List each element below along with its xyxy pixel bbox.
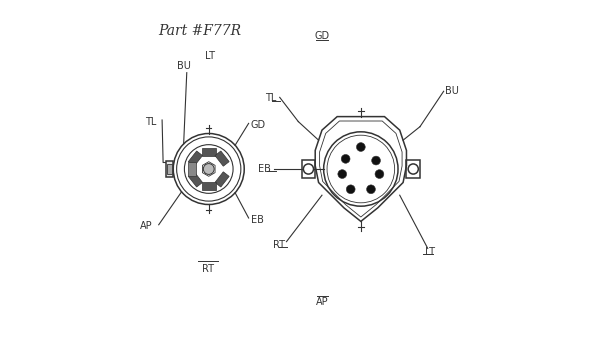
Text: EB: EB	[259, 164, 271, 174]
Circle shape	[408, 164, 418, 174]
Polygon shape	[188, 151, 203, 166]
Text: LT: LT	[205, 51, 215, 61]
FancyBboxPatch shape	[167, 165, 172, 174]
Circle shape	[371, 156, 380, 165]
Text: AP: AP	[140, 221, 153, 232]
Polygon shape	[188, 172, 203, 187]
Text: Part #F77R: Part #F77R	[158, 24, 241, 38]
Text: TL: TL	[145, 117, 157, 127]
Circle shape	[338, 170, 347, 178]
Circle shape	[346, 185, 355, 194]
Text: BU: BU	[445, 86, 459, 96]
Circle shape	[356, 143, 365, 151]
Circle shape	[341, 154, 350, 163]
Polygon shape	[188, 162, 196, 176]
Text: EB: EB	[251, 215, 264, 225]
Polygon shape	[215, 151, 229, 166]
Text: GD: GD	[251, 120, 266, 130]
Text: GD: GD	[314, 30, 329, 41]
Text: BU: BU	[176, 61, 191, 71]
Circle shape	[304, 164, 314, 174]
Circle shape	[367, 185, 376, 194]
Polygon shape	[202, 148, 215, 156]
Polygon shape	[202, 182, 215, 190]
Text: AP: AP	[316, 297, 328, 308]
Text: LT: LT	[425, 247, 435, 257]
Circle shape	[203, 164, 214, 174]
Circle shape	[375, 170, 384, 178]
FancyBboxPatch shape	[166, 162, 173, 177]
Text: RT: RT	[202, 264, 214, 274]
Text: RT: RT	[273, 240, 285, 250]
Text: TL: TL	[265, 93, 277, 103]
Polygon shape	[215, 172, 229, 187]
